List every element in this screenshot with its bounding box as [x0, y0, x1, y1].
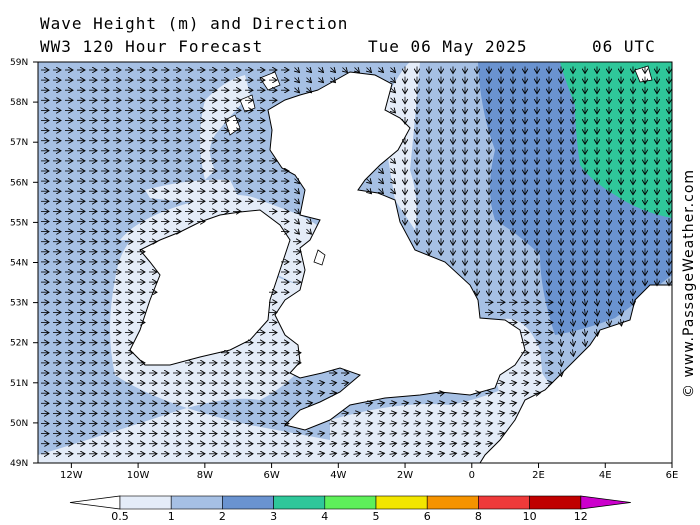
latitude-label: 49N [10, 459, 28, 469]
latitude-axis: 59N 58N 57N 56N 55N 54N 53N 52N 51N 50N 49N [10, 58, 38, 469]
latitude-label: 50N [10, 419, 28, 429]
colorbar-swatch [426, 495, 479, 510]
forecast-date: Tue 06 May 2025 [368, 37, 528, 56]
longitude-axis: 12W 10W 8W 6W 4W 2W 0 2E 4E 6E [60, 463, 678, 481]
colorbar-swatch [529, 495, 582, 510]
colorbar-swatch [273, 495, 326, 510]
map-title: Wave Height (m) and Direction [40, 14, 349, 33]
colorbar-tick-label: 1 [168, 510, 175, 523]
colorbar-tick-label: 12 [574, 510, 588, 523]
colorbar-swatch [375, 495, 428, 510]
model-forecast-label: WW3 120 Hour Forecast [40, 37, 264, 56]
longitude-label: 2E [532, 470, 545, 481]
credit-text: © www.PassageWeather.com [681, 168, 697, 398]
longitude-label: 0 [469, 470, 475, 481]
colorbar-swatch [478, 495, 530, 510]
latitude-label: 54N [10, 259, 28, 269]
latitude-label: 57N [10, 138, 28, 148]
longitude-label: 4W [330, 470, 346, 481]
colorbar-tick-label: 3 [270, 510, 277, 523]
forecast-time: 06 UTC [592, 37, 656, 56]
color-scale-bar: 0.5 1 2 3 4 5 6 8 10 12 [69, 495, 631, 523]
latitude-label: 55N [10, 218, 28, 228]
colorbar-tick-label: 8 [475, 510, 482, 523]
wave-direction-arrows [41, 66, 669, 455]
colorbar-swatch [170, 495, 223, 510]
latitude-label: 59N [10, 58, 28, 68]
colorbar-swatch [324, 495, 377, 510]
colorbar-swatch [222, 495, 274, 510]
longitude-label: 2W [397, 470, 413, 481]
longitude-label: 8W [197, 470, 213, 481]
colorbar-over-triangle [580, 495, 631, 510]
longitude-label: 6W [263, 470, 279, 481]
great-britain [267, 71, 526, 431]
latitude-label: 51N [10, 379, 28, 389]
colorbar-under-triangle [69, 495, 121, 510]
longitude-label: 12W [60, 470, 83, 481]
colorbar-tick-label: 0.5 [111, 510, 129, 523]
longitude-label: 6E [666, 470, 679, 481]
latitude-label: 56N [10, 178, 28, 188]
latitude-label: 52N [10, 339, 28, 349]
longitude-label: 10W [127, 470, 150, 481]
colorbar-swatch [119, 495, 172, 510]
longitude-label: 4E [599, 470, 612, 481]
colorbar-tick-label: 5 [373, 510, 380, 523]
colorbar-tick-label: 2 [219, 510, 226, 523]
colorbar-tick-label: 6 [424, 510, 431, 523]
colorbar-tick-label: 10 [523, 510, 537, 523]
latitude-label: 58N [10, 98, 28, 108]
colorbar-tick-label: 4 [321, 510, 328, 523]
latitude-label: 53N [10, 299, 28, 309]
